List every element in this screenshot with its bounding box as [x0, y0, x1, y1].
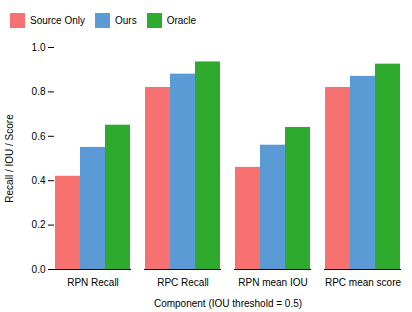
- html-text:Source Only: Source Only: [30, 15, 85, 26]
- html-text:Oracle: Oracle: [166, 15, 197, 26]
- html-text:Ours: Ours: [115, 15, 137, 26]
- svg-text:Recall / IOU / Score: Recall / IOU / Score: [4, 114, 15, 203]
- svg-text:0.4: 0.4: [32, 175, 46, 186]
- svg-text:0.6: 0.6: [32, 131, 46, 142]
- svg-text:1.0: 1.0: [32, 42, 46, 53]
- svg-text:Component (IOU threshold = 0.5: Component (IOU threshold = 0.5): [154, 298, 302, 309]
- svg-text:RPC mean score: RPC mean score: [325, 277, 402, 288]
- svg-text:RPN Recall: RPN Recall: [67, 277, 119, 288]
- svg-text:RPC Recall: RPC Recall: [157, 277, 209, 288]
- svg-text:0.2: 0.2: [32, 219, 46, 230]
- svg-text:0.8: 0.8: [32, 86, 46, 97]
- svg-text:0.0: 0.0: [32, 264, 46, 275]
- svg-text:RPN mean IOU: RPN mean IOU: [238, 277, 307, 288]
